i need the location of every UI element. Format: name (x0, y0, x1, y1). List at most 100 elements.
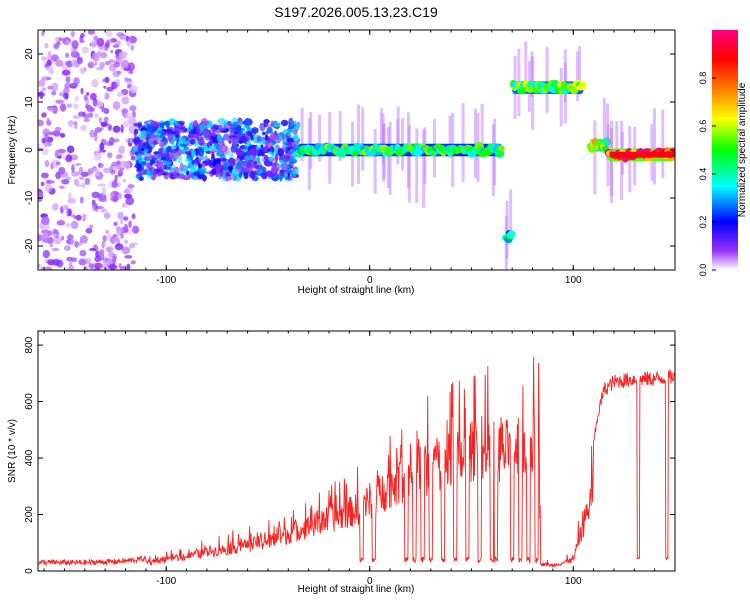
spectrogram-noise-blob (291, 169, 297, 177)
x-tick-label: 0 (367, 576, 373, 587)
spectrogram-noise-blob (87, 112, 94, 118)
spectrogram-noise-blob (116, 154, 123, 159)
spectrogram-noise-blob (165, 120, 170, 129)
spectrogram-noise-blob (197, 162, 201, 166)
spectrogram-smear (379, 108, 383, 151)
spectrogram-noise-blob (125, 80, 134, 85)
spectrogram-noise-blob (46, 180, 56, 184)
spectrogram-noise-blob (255, 145, 261, 150)
spectrogram-noise-blob (146, 129, 154, 136)
spectrogram-noise-blob (84, 257, 93, 263)
spectrogram-noise-blob (71, 164, 75, 173)
spectrogram-noise-blob (80, 87, 84, 95)
spectrogram-noise-blob (105, 246, 114, 252)
spectrogram-smear (480, 103, 484, 150)
spectrogram-noise-blob (219, 140, 224, 150)
spectrogram-noise-blob (110, 169, 116, 175)
y-tick-label: 0 (24, 147, 35, 153)
spectrogram-noise-blob (191, 148, 196, 157)
spectrogram-noise-blob (124, 112, 133, 119)
spectrogram-noise-blob (197, 147, 205, 156)
spectrogram-noise-blob (73, 120, 78, 130)
spectrogram-noise-blob (103, 212, 111, 220)
spectrogram-noise-blob (105, 229, 109, 235)
spectrogram-noise-blob (110, 190, 119, 199)
spectrogram-smear (615, 121, 619, 163)
spectrogram-noise-blob (112, 100, 121, 110)
spectrogram-noise-blob (107, 38, 114, 44)
spectrogram-noise-blob (203, 130, 212, 139)
spectrogram-noise-blob (143, 156, 149, 161)
spectrogram-noise-blob (47, 85, 54, 90)
spectrogram-noise-blob (211, 151, 215, 158)
y-tick-label: -20 (24, 238, 35, 253)
spectrogram-smear (318, 114, 322, 162)
spectrogram-smear (559, 67, 563, 127)
spectrogram-noise-blob (74, 240, 79, 248)
spectrogram-noise-blob (191, 164, 197, 171)
spectrogram-noise-blob (94, 127, 103, 133)
spectrogram-noise-blob (129, 105, 137, 112)
spectrogram-signal-blob (507, 230, 516, 239)
spectrogram-noise-blob (120, 232, 124, 239)
spectrogram-noise-blob (70, 30, 76, 38)
spectrogram-noise-blob (130, 45, 135, 51)
spectrogram-noise-blob (79, 249, 87, 257)
spectrogram-noise-blob (216, 150, 220, 156)
spectrogram-noise-blob (249, 147, 254, 154)
spectrogram-noise-blob (47, 50, 52, 60)
spectrogram-noise-blob (74, 96, 80, 102)
spectrogram-noise-blob (56, 220, 66, 226)
spectrogram-noise-blob (124, 239, 128, 245)
spectrogram-noise-blob (78, 111, 85, 117)
spectrogram-noise-blob (123, 193, 133, 199)
spectrogram-noise-blob (213, 143, 220, 147)
spectrogram-noise-blob (104, 92, 110, 100)
spectrogram-noise-blob (205, 150, 212, 155)
spectrogram-noise-blob (234, 157, 241, 162)
spectrogram-noise-blob (227, 120, 232, 126)
spectrogram-noise-blob (98, 117, 103, 124)
spectrogram-band-core (609, 151, 673, 158)
snr-xlabel: Height of straight line (km) (298, 584, 415, 595)
spectrogram-noise-blob (230, 124, 235, 130)
colorbar-tick-label: 0.2 (698, 216, 708, 229)
spectrogram-noise-blob (279, 162, 288, 170)
spectrogram-smear (491, 124, 495, 197)
spectrogram-noise-blob (225, 176, 233, 181)
spectrogram-noise-blob (99, 61, 106, 69)
spectrogram-noise-blob (83, 118, 91, 123)
spectrogram-noise-blob (95, 250, 100, 258)
snr-ticks: -100 0 100 0 200 400 600 800 (24, 331, 676, 587)
spectrogram-noise-blob (118, 145, 126, 155)
spectrogram-noise-blob (233, 176, 238, 180)
spectrogram-noise-blob (165, 157, 173, 162)
spectrogram-noise-blob (102, 235, 107, 243)
spectrogram-noise-blob (103, 116, 109, 123)
spectrogram-noise-blob (121, 108, 129, 115)
spectrogram-noise-blob (101, 107, 107, 113)
spectrogram-noise-blob (50, 54, 59, 62)
spectrogram-noise-blob (105, 30, 113, 38)
spectrogram-noise-blob (214, 128, 223, 134)
colorbar-tick-label: 0.6 (698, 120, 708, 133)
spectrogram-noise-blob (92, 167, 100, 174)
spectrogram-noise-blob (245, 134, 250, 141)
x-tick-label: -100 (156, 275, 176, 286)
spectrogram-noise-blob (284, 176, 292, 181)
spectrogram-noise-blob (127, 229, 133, 235)
spectrogram-noise-blob (47, 259, 56, 266)
spectrogram-noise-blob (92, 202, 98, 211)
spectrogram-noise-blob (38, 263, 41, 269)
spectrogram-noise-blob (172, 158, 177, 162)
spectrogram-noise-blob (210, 149, 217, 153)
spectrogram-noise-blob (199, 123, 206, 132)
y-tick-label: -10 (24, 190, 35, 205)
spectrogram-smear (661, 109, 665, 179)
spectrogram-noise-blob (213, 158, 221, 164)
spectrogram-noise-blob (46, 117, 50, 126)
spectrogram-noise-blob (249, 155, 254, 161)
spectrogram-noise-blob (91, 78, 99, 88)
spectrogram-noise-blob (51, 203, 59, 211)
spectrogram-noise-blob (120, 218, 124, 225)
